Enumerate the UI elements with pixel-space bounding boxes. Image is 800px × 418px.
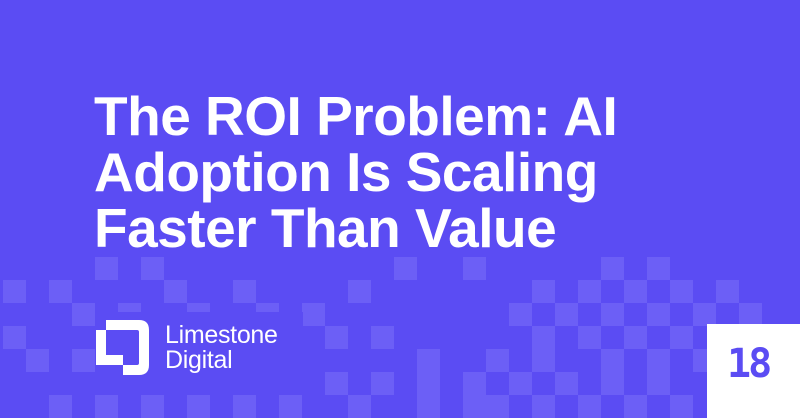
pattern-square: [233, 395, 256, 418]
pattern-square: [486, 349, 509, 372]
pattern-square: [532, 395, 555, 418]
pattern-square: [624, 395, 647, 418]
pattern-square: [647, 349, 670, 372]
pattern-square: [49, 395, 72, 418]
pattern-square: [371, 372, 394, 395]
pattern-square: [624, 326, 647, 349]
pattern-square: [647, 303, 670, 326]
pattern-square: [279, 395, 302, 418]
pattern-square: [647, 257, 670, 280]
pattern-square: [141, 395, 164, 418]
brand-logo[interactable]: Limestone Digital: [96, 320, 278, 375]
brand-name: Limestone Digital: [165, 320, 278, 374]
pattern-square: [463, 372, 486, 395]
pattern-square: [601, 303, 624, 326]
pattern-square: [670, 326, 693, 349]
pattern-square: [233, 280, 256, 303]
pattern-square: [371, 326, 394, 349]
pattern-square: [463, 257, 486, 280]
pattern-square: [463, 395, 486, 418]
pattern-square: [187, 395, 210, 418]
pattern-square: [72, 349, 95, 372]
pattern-square: [555, 372, 578, 395]
pattern-square: [141, 257, 164, 280]
pattern-square: [509, 303, 532, 326]
brand-line-2: Digital: [165, 345, 233, 374]
pattern-square: [532, 349, 555, 372]
pattern-square: [578, 280, 601, 303]
pattern-square: [670, 395, 693, 418]
pattern-square: [72, 303, 95, 326]
pattern-square: [693, 303, 716, 326]
pattern-square: [601, 372, 624, 395]
pattern-square: [417, 372, 440, 395]
pattern-square: [49, 280, 72, 303]
pattern-square: [647, 372, 670, 395]
pattern-square: [601, 257, 624, 280]
pattern-square: [670, 280, 693, 303]
pattern-square: [739, 303, 762, 326]
pattern-square: [26, 349, 49, 372]
pattern-square: [95, 257, 118, 280]
pattern-square: [486, 395, 509, 418]
pattern-square: [624, 280, 647, 303]
pattern-square: [417, 395, 440, 418]
pattern-square: [3, 326, 26, 349]
pattern-square: [164, 280, 187, 303]
pattern-square: [555, 303, 578, 326]
pattern-square: [394, 257, 417, 280]
pattern-square: [532, 280, 555, 303]
badge-number: 18: [727, 341, 772, 387]
pattern-square: [302, 303, 325, 326]
pattern-square: [509, 372, 532, 395]
pattern-square: [95, 395, 118, 418]
pattern-square: [417, 349, 440, 372]
brand-line-1: Limestone: [165, 320, 278, 349]
pattern-square: [578, 326, 601, 349]
number-badge: 18: [707, 324, 800, 418]
pattern-square: [578, 395, 601, 418]
limestone-logo-icon: [96, 320, 151, 375]
pattern-square: [532, 326, 555, 349]
pattern-square: [601, 349, 624, 372]
pattern-square: [348, 395, 371, 418]
page-title: The ROI Problem: AI Adoption Is Scaling …: [94, 85, 618, 259]
pattern-square: [716, 280, 739, 303]
pattern-square: [3, 280, 26, 303]
pattern-square: [325, 326, 348, 349]
pattern-square: [348, 280, 371, 303]
pattern-square: [325, 372, 348, 395]
